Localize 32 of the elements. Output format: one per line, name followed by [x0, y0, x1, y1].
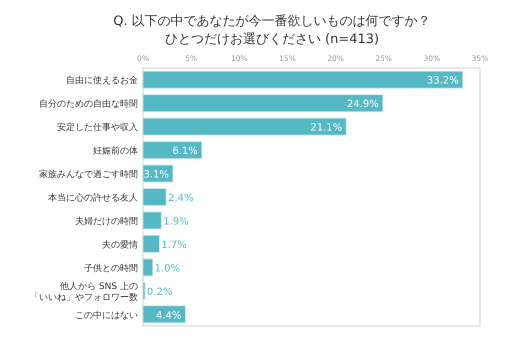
y-tick-label: 他人から SNS 上の「いいね」やフォロワー数: [30, 280, 138, 303]
bar: [142, 212, 162, 230]
y-tick-label: 妊娠前の体: [93, 146, 138, 157]
data-label: 2.4%: [168, 193, 194, 204]
y-tick-label: 家族みんなで過ごす時間: [39, 169, 138, 180]
bar: [142, 70, 464, 89]
data-label: 21.1%: [310, 122, 342, 134]
bar: [142, 235, 160, 253]
bar: [142, 188, 167, 206]
data-label: 1.9%: [163, 216, 189, 228]
y-tick-label: 安定した仕事や収入: [57, 122, 138, 134]
bar: [142, 94, 384, 112]
chart-title: Q. 以下の中であなたが今一番欲しいものは何ですか？: [113, 14, 431, 29]
y-tick-label: 夫婦だけの時間: [75, 216, 138, 227]
data-label: 1.0%: [154, 263, 180, 274]
y-tick-label: この中にはない: [75, 310, 138, 321]
data-label: 6.1%: [172, 146, 198, 158]
data-label: 0.2%: [146, 286, 172, 298]
bar: [142, 258, 154, 276]
y-tick-label: 子供との時間: [84, 262, 138, 274]
data-label: 1.7%: [161, 240, 187, 251]
y-tick-label: 夫の愛情: [102, 239, 138, 250]
data-label: 3.1%: [143, 170, 169, 181]
data-label: 4.4%: [156, 310, 182, 322]
y-tick-label: 自分のための自由な時間: [39, 98, 138, 110]
bar: [142, 141, 202, 159]
bar: [142, 118, 347, 136]
y-tick-label: 自由に使えるお金: [66, 75, 138, 86]
data-label: 24.9%: [346, 99, 379, 110]
chart-subtitle: ひとつだけお選びください (n=413): [164, 32, 380, 47]
data-label: 33.2%: [426, 76, 459, 87]
y-tick-label: 本当に心の許せる友人: [48, 192, 138, 204]
